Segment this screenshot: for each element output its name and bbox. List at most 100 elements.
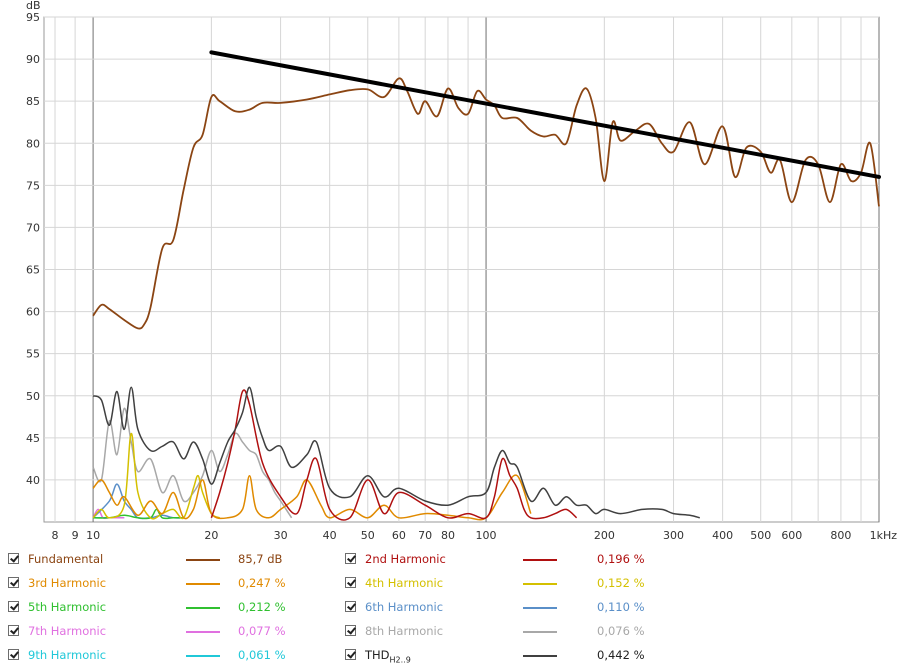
legend-checkbox[interactable]	[345, 577, 356, 588]
legend-item: 8th Harmonic 0,076 %	[345, 622, 685, 642]
legend-swatch	[186, 607, 220, 609]
legend-swatch	[186, 583, 220, 585]
legend-label: 2nd Harmonic	[365, 552, 446, 566]
x-tick-label: 500	[750, 529, 771, 542]
y-tick-label: 40	[26, 474, 40, 487]
legend-swatch	[523, 607, 557, 609]
x-tick-label: 8	[52, 529, 59, 542]
y-axis-label: dB	[26, 0, 41, 12]
legend-item: 6th Harmonic 0,110 %	[345, 598, 685, 618]
x-tick-label: 80	[441, 529, 455, 542]
legend-value: 0,247 %	[238, 576, 286, 590]
legend-checkbox[interactable]	[8, 577, 19, 588]
series-line-6th-harmonic	[92, 483, 184, 520]
legend-label-text: THD	[365, 648, 390, 662]
legend-label: 4th Harmonic	[365, 576, 443, 590]
y-tick-label: 45	[26, 432, 40, 445]
legend-label-text: 5th Harmonic	[28, 600, 107, 614]
legend-label-text: 3rd Harmonic	[28, 576, 107, 590]
legend-label-text: 9th Harmonic	[28, 648, 107, 662]
legend-checkbox[interactable]	[345, 601, 356, 612]
legend-value: 0,077 %	[238, 624, 286, 638]
legend-value: 0,212 %	[238, 600, 286, 614]
legend-value: 0,110 %	[597, 600, 645, 614]
x-tick-label: 40	[323, 529, 337, 542]
legend-label: 8th Harmonic	[365, 624, 443, 638]
legend-checkbox[interactable]	[8, 649, 19, 660]
legend-item: 7th Harmonic 0,077 %	[8, 622, 348, 642]
legend-label: 7th Harmonic	[28, 624, 106, 638]
annotations	[209, 50, 881, 179]
x-tick-label: 30	[274, 529, 288, 542]
y-tick-label: 75	[26, 179, 40, 192]
legend-label-text: 2nd Harmonic	[365, 552, 446, 566]
legend-value: 0,152 %	[597, 576, 645, 590]
x-tick-label: 60	[392, 529, 406, 542]
legend-checkbox[interactable]	[345, 625, 356, 636]
x-tick-labels: 8 9 10 20 30 40 50 60 70 80 100 200 300 400 500 600 800 1…	[52, 529, 898, 542]
legend-sublabel: H2..9	[389, 655, 411, 665]
series-line-3rd-harmonic	[92, 474, 532, 521]
frequency-response-chart: 40 45 50 55 60 65 70 75 80 85 90 95 8 9 10 20 30 40 50 60 7…	[26, 0, 898, 542]
x-tick-label: 9	[72, 529, 79, 542]
legend-label-text: Fundamental	[28, 552, 104, 566]
trend-line	[209, 50, 881, 179]
legend-value: 85,7 dB	[238, 552, 283, 566]
y-tick-label: 85	[26, 95, 40, 108]
x-tick-label: 50	[361, 529, 375, 542]
legend-label-text: 6th Harmonic	[365, 600, 444, 614]
legend-value: 0,061 %	[238, 648, 286, 662]
legend-label: 5th Harmonic	[28, 600, 106, 614]
legend-swatch	[523, 631, 557, 633]
x-tick-label: 800	[830, 529, 851, 542]
legend-item: THDH2..9 0,442 %	[345, 646, 685, 666]
y-tick-label: 95	[26, 11, 40, 24]
legend-label: 6th Harmonic	[365, 600, 443, 614]
legend-item: Fundamental 85,7 dB	[8, 550, 348, 570]
y-tick-label: 80	[26, 137, 40, 150]
legend-label: 3rd Harmonic	[28, 576, 106, 590]
legend-label: Fundamental	[28, 552, 103, 566]
x-tick-label: 70	[418, 529, 432, 542]
legend-label-text: 4th Harmonic	[365, 576, 444, 590]
legend-swatch	[186, 631, 220, 633]
x-tick-label: 1kHz	[870, 529, 898, 542]
legend-value: 0,442 %	[597, 648, 645, 662]
y-tick-label: 60	[26, 306, 40, 319]
series-line-8th-harmonic	[92, 407, 293, 519]
legend-item: 3rd Harmonic 0,247 %	[8, 574, 348, 594]
legend-label-text: 7th Harmonic	[28, 624, 107, 638]
x-tick-label: 600	[781, 529, 802, 542]
x-tick-label: 200	[594, 529, 615, 542]
x-tick-label: 400	[712, 529, 733, 542]
y-tick-labels: 40 45 50 55 60 65 70 75 80 85 90 95	[26, 11, 40, 487]
legend-checkbox[interactable]	[8, 553, 19, 564]
series-line-thd	[92, 386, 700, 519]
legend-value: 0,076 %	[597, 624, 645, 638]
legend-label-text: 8th Harmonic	[365, 624, 444, 638]
legend: Fundamental 85,7 dB 2nd Harmonic 0,196 % 3rd…	[0, 546, 900, 668]
legend-swatch	[523, 583, 557, 585]
y-tick-label: 55	[26, 348, 40, 361]
y-tick-label: 70	[26, 221, 40, 234]
legend-item: 2nd Harmonic 0,196 %	[345, 550, 685, 570]
x-tick-label: 20	[204, 529, 218, 542]
legend-checkbox[interactable]	[345, 649, 356, 660]
legend-swatch	[186, 559, 220, 561]
x-tick-label: 10	[86, 529, 100, 542]
x-tick-label: 100	[476, 529, 497, 542]
legend-swatch	[523, 559, 557, 561]
legend-item: 9th Harmonic 0,061 %	[8, 646, 348, 666]
legend-label: 9th Harmonic	[28, 648, 106, 662]
legend-checkbox[interactable]	[8, 625, 19, 636]
x-tick-label: 300	[663, 529, 684, 542]
legend-checkbox[interactable]	[8, 601, 19, 612]
legend-item: 5th Harmonic 0,212 %	[8, 598, 348, 618]
y-tick-label: 65	[26, 264, 40, 277]
legend-item: 4th Harmonic 0,152 %	[345, 574, 685, 594]
legend-checkbox[interactable]	[345, 553, 356, 564]
y-tick-label: 50	[26, 390, 40, 403]
legend-swatch	[523, 655, 557, 657]
legend-swatch	[186, 655, 220, 657]
y-tick-label: 90	[26, 53, 40, 66]
